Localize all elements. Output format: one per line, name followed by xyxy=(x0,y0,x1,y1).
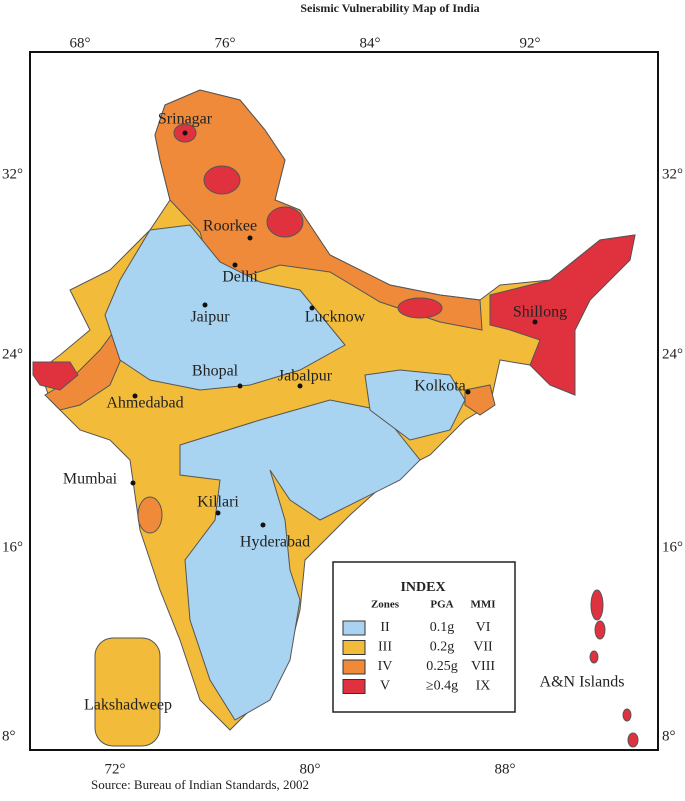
axis-label: 32° xyxy=(662,166,683,182)
legend-zone: IV xyxy=(378,659,393,674)
zone-ii xyxy=(364,369,466,441)
legend-swatch xyxy=(342,659,366,675)
legend-mmi: VII xyxy=(473,640,493,655)
lakshadweep-zone xyxy=(94,637,161,747)
legend-pga: 0.25g xyxy=(426,659,458,674)
city-dot xyxy=(232,262,238,268)
city-label: Killari xyxy=(197,494,239,511)
city-dot xyxy=(132,393,138,399)
legend-mmi: IX xyxy=(476,679,491,694)
city-label: Jabalpur xyxy=(278,368,333,385)
axis-label: 72° xyxy=(105,761,126,777)
legend-zone: V xyxy=(380,679,390,694)
city-label: Lucknow xyxy=(305,309,366,326)
legend-zone: II xyxy=(380,620,390,635)
axis-label: 84° xyxy=(360,35,381,51)
region-label: Lakshadweep xyxy=(84,697,172,714)
city-dot xyxy=(297,383,303,389)
city-dot xyxy=(130,480,136,486)
axis-label: 32° xyxy=(2,166,23,182)
city-label: Shillong xyxy=(513,304,567,321)
title: Seismic Vulnerability Map of India xyxy=(300,1,479,15)
zones xyxy=(32,89,639,748)
legend-mmi: VI xyxy=(476,620,491,635)
city-label: Ahmedabad xyxy=(106,395,183,412)
axis-label: 68° xyxy=(70,35,91,51)
city-label: Bhopal xyxy=(192,363,239,380)
legend-header: MMI xyxy=(470,599,495,611)
axis-label: 88° xyxy=(495,761,516,777)
zone-v xyxy=(203,165,241,195)
legend-title: INDEX xyxy=(400,580,445,595)
zone-v xyxy=(32,361,79,391)
legend-header: Zones xyxy=(371,599,400,611)
source: Source: Bureau of Indian Standards, 2002 xyxy=(91,777,309,792)
zone-ii xyxy=(104,224,346,391)
legend-zone: III xyxy=(378,640,392,655)
axis-label: 8° xyxy=(2,728,16,744)
city-label: Mumbai xyxy=(63,471,118,488)
axis-label: 16° xyxy=(662,539,683,555)
city-dot xyxy=(260,522,266,528)
city-dot xyxy=(237,383,243,389)
an-islands xyxy=(589,589,639,748)
city-dot xyxy=(309,305,315,311)
legend-box xyxy=(332,561,516,713)
city-label: Delhi xyxy=(222,269,258,286)
city-label: Hyderabad xyxy=(240,534,310,551)
legend-pga: 0.1g xyxy=(430,620,455,635)
zone-ii xyxy=(179,399,421,721)
region-label: A&N Islands xyxy=(540,674,625,691)
zone-v xyxy=(397,297,443,319)
city-dot xyxy=(247,235,253,241)
city-label: Kolkota xyxy=(414,378,466,395)
city-dot xyxy=(215,510,221,516)
legend-mmi: VIII xyxy=(471,659,495,674)
zone-v xyxy=(266,206,304,238)
legend-pga: ≥0.4g xyxy=(426,679,458,694)
city-dot xyxy=(532,319,538,325)
city-label: Jaipur xyxy=(190,309,230,326)
city-dot xyxy=(465,389,471,395)
city-dot xyxy=(182,130,188,136)
axis-label: 80° xyxy=(300,761,321,777)
axis-label: 24° xyxy=(2,346,23,362)
zone-iv xyxy=(137,496,163,534)
legend-swatch xyxy=(342,620,366,636)
legend-pga: 0.2g xyxy=(430,640,455,655)
city-label: Srinagar xyxy=(158,111,213,128)
zone-v xyxy=(489,234,636,396)
axis-label: 24° xyxy=(662,346,683,362)
axis-label: 16° xyxy=(2,539,23,555)
axis-label: 76° xyxy=(215,35,236,51)
legend-swatch xyxy=(342,640,366,655)
city-dot xyxy=(202,302,208,308)
legend-swatch xyxy=(342,679,366,694)
legend-header: PGA xyxy=(430,599,453,611)
city-label: Roorkee xyxy=(203,218,257,235)
zone-iv xyxy=(464,384,496,416)
axis-label: 8° xyxy=(662,728,676,744)
axis-label: 92° xyxy=(520,35,541,51)
